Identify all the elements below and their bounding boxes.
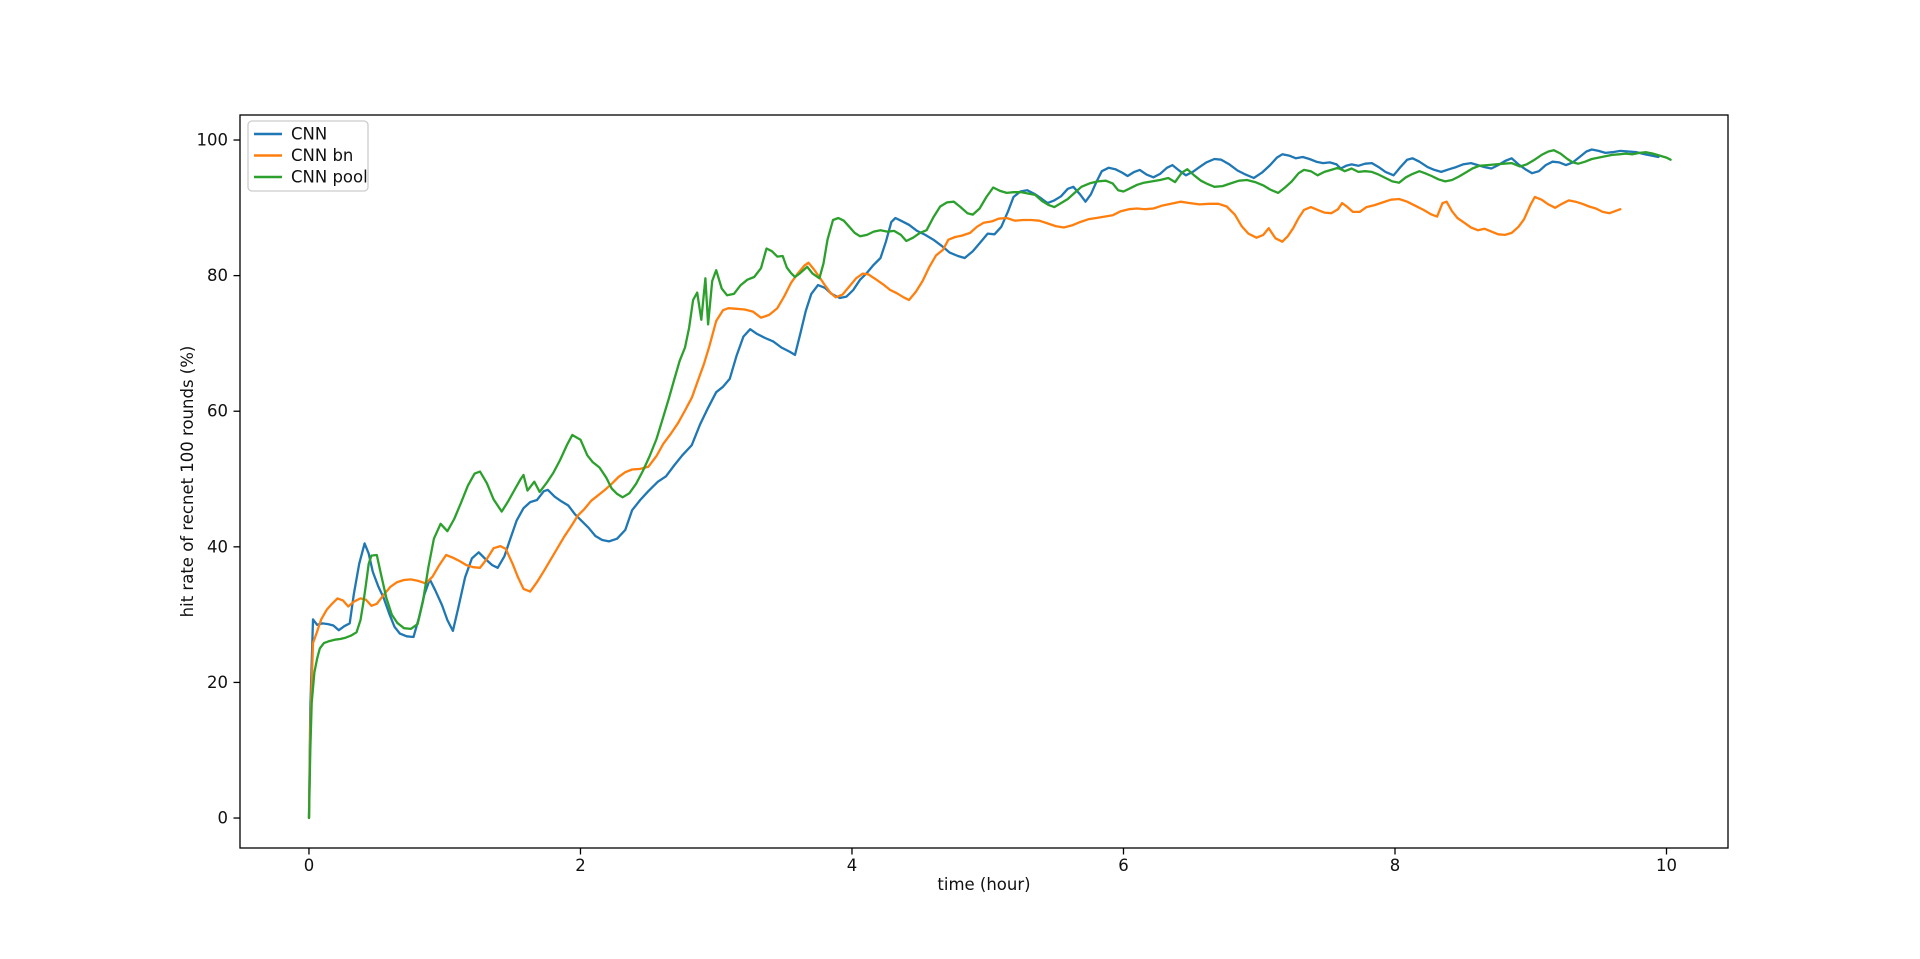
legend-label-cnn-pool: CNN pool [291, 168, 368, 187]
legend-label-cnn: CNN [291, 125, 327, 144]
plot-area-border [239, 114, 1729, 849]
x-axis-label: time (hour) [937, 875, 1030, 894]
legend-label-cnn-bn: CNN bn [291, 146, 353, 165]
legend-box [247, 120, 369, 192]
legend: CNN CNN bn CNN pool [247, 120, 369, 192]
series-lines [307, 148, 1672, 820]
y-tick-label-0: 0 [218, 809, 229, 828]
y-tick-label-60: 60 [207, 402, 228, 421]
x-tick-label-4: 4 [847, 856, 858, 875]
y-axis-label: hit rate of recnet 100 rounds (%) [178, 346, 197, 618]
series-line-cnn-pool [307, 149, 1672, 820]
x-tick-label-10: 10 [1656, 856, 1677, 875]
y-tick-label-40: 40 [207, 537, 228, 556]
series-line-cnn-bn [307, 195, 1622, 820]
y-tick-label-80: 80 [207, 266, 228, 285]
x-tick-label-2: 2 [575, 856, 586, 875]
x-tick-label-8: 8 [1390, 856, 1401, 875]
series-line-cnn [307, 148, 1660, 820]
x-tick-label-6: 6 [1118, 856, 1129, 875]
y-tick-label-100: 100 [197, 131, 229, 150]
y-tick-label-20: 20 [207, 673, 228, 692]
x-tick-label-0: 0 [304, 856, 315, 875]
